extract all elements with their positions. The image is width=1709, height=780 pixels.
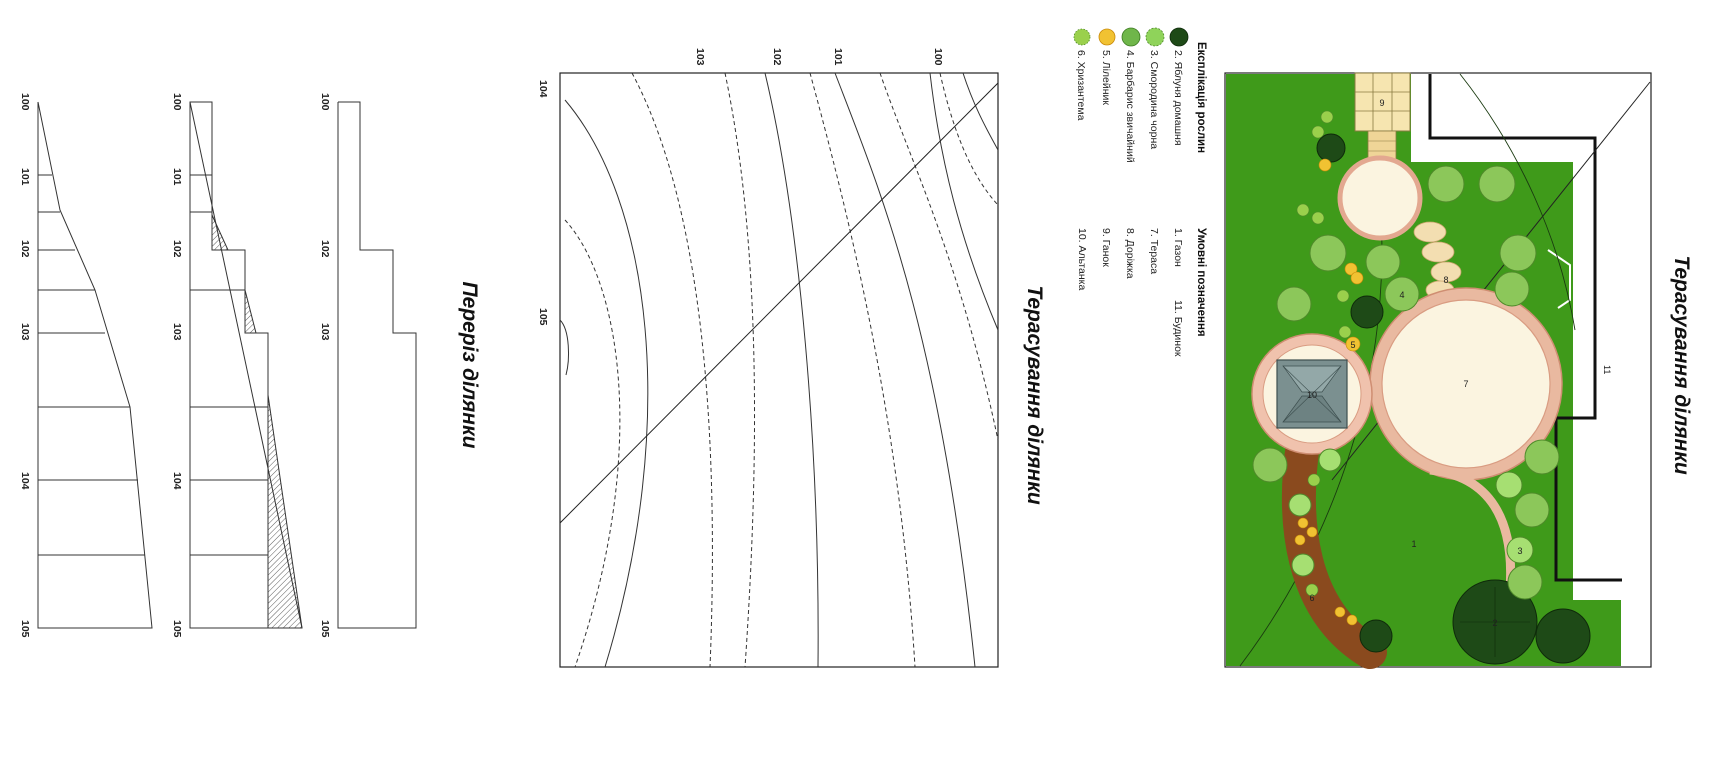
section-profiles: Переріз ділянки 100 102 103 105 100 101 …	[19, 93, 481, 638]
elev-100: 100	[19, 93, 31, 111]
elev-103: 103	[19, 323, 31, 341]
plants-legend-header: Експлікація рослин	[1195, 42, 1207, 153]
fill-area	[244, 289, 257, 334]
porch-number: 9	[1379, 98, 1384, 108]
currant-number: 3	[1517, 546, 1522, 556]
section-profile-natural: 100 101 102 103 104 105	[19, 93, 153, 638]
terracing-diagonal	[559, 82, 999, 524]
contour-label-103: 103	[694, 48, 706, 66]
legend-label: 6. Хризантема	[1075, 50, 1087, 121]
corner-label-104: 104	[537, 80, 549, 98]
elev-105: 105	[19, 620, 31, 638]
currant-icon	[1145, 27, 1165, 47]
barberry-icon	[1121, 27, 1141, 47]
apple-tree	[1316, 133, 1346, 163]
legend-item-5: 6. Хризантема	[1073, 28, 1091, 121]
elev-100: 100	[171, 93, 183, 111]
house-outline	[1428, 74, 1622, 582]
elev-102: 102	[19, 240, 31, 258]
elev-101: 101	[171, 168, 183, 186]
section-profile-cut-fill: 100 101 102 103 104 105	[171, 93, 303, 638]
apple-tree	[1359, 619, 1393, 653]
terrace-arc-path	[1429, 465, 1516, 591]
path-number: 8	[1443, 275, 1448, 285]
gazebo: 10	[1276, 359, 1348, 429]
elev-102: 102	[171, 240, 183, 258]
apple-number: 2	[1492, 618, 1497, 628]
lawn-number: 1	[1411, 539, 1416, 549]
elev-100: 100	[319, 93, 331, 111]
apple-trees: 2	[1316, 133, 1591, 665]
terracing-frame	[559, 72, 999, 668]
elev-102: 102	[319, 240, 331, 258]
elev-104: 104	[19, 472, 31, 490]
legend-item-2: 3. Смородина чорна	[1145, 27, 1165, 149]
apple-tree	[1535, 608, 1591, 664]
contour-label-100: 100	[932, 48, 944, 66]
section-profile-terraced: 100 102 103 105	[319, 93, 417, 638]
small-terrace	[1337, 155, 1423, 241]
symbol-lawn: 1. Газон	[1172, 228, 1184, 267]
corner-label-105: 105	[537, 308, 549, 326]
daylily-number: 5	[1350, 340, 1355, 350]
plan-title: Терасування ділянки	[1670, 255, 1693, 475]
plants-legend: Експлікація рослин 2. Яблуня домашня 3. …	[1073, 27, 1207, 163]
terrace-number: 7	[1463, 379, 1468, 389]
symbol-path: 8. Доріжка	[1124, 228, 1136, 279]
legend-item-4: 5. Лілейник	[1098, 28, 1116, 105]
daylily-icon	[1098, 28, 1116, 46]
legend-item-1: 2. Яблуня домашня	[1169, 27, 1189, 146]
elev-104: 104	[171, 472, 183, 490]
contour-label-101: 101	[832, 48, 844, 66]
legend-label: 4. Барбарис звичайний	[1124, 50, 1136, 163]
symbol-porch: 9. Ганок	[1100, 228, 1112, 267]
site-plan: Терасування ділянки 11 9	[1224, 72, 1693, 669]
legend-label: 3. Смородина чорна	[1148, 50, 1160, 149]
currant-shrubs: 3	[1288, 448, 1534, 577]
porch: 9	[1354, 72, 1411, 174]
terracing-map: Терасування ділянки 100 101 102 103 104 …	[537, 48, 1046, 668]
elev-101: 101	[19, 168, 31, 186]
symbol-house: 11. Будинок	[1172, 300, 1184, 357]
house-number: 11	[1602, 365, 1612, 374]
elev-103: 103	[171, 323, 183, 341]
gazebo-number: 10	[1307, 390, 1317, 400]
contour-lines	[559, 72, 999, 668]
chrysanthemum-number: 6	[1309, 593, 1314, 603]
main-terrace	[1381, 299, 1551, 469]
apple-tree-icon	[1169, 27, 1189, 47]
symbols-legend-header: Умовні позначення	[1195, 228, 1207, 337]
legend-item-3: 4. Барбарис звичайний	[1121, 27, 1141, 163]
chrysanthemum-icon	[1073, 28, 1091, 46]
contour-label-102: 102	[771, 48, 783, 66]
flowers: 5 6	[1294, 110, 1364, 626]
legend-label: 2. Яблуня домашня	[1172, 50, 1184, 146]
symbol-gazebo: 10. Альтанка	[1076, 228, 1088, 290]
fill-area	[267, 394, 303, 629]
symbols-legend: Умовні позначення 1. Газон 7. Тераса 8. …	[1076, 228, 1207, 357]
elev-103: 103	[319, 323, 331, 341]
barberry-number: 4	[1399, 290, 1404, 300]
section-title: Переріз ділянки	[458, 282, 481, 449]
symbol-terrace: 7. Тераса	[1148, 228, 1160, 274]
barberry-shrubs: 4	[1252, 165, 1560, 600]
plan-contour	[1459, 73, 1576, 331]
terracing-title: Терасування ділянки	[1023, 285, 1046, 505]
apple-tree	[1350, 295, 1384, 329]
elev-105: 105	[171, 620, 183, 638]
house-step	[1547, 249, 1571, 309]
elev-105: 105	[319, 620, 331, 638]
legend-label: 5. Лілейник	[1100, 50, 1112, 105]
